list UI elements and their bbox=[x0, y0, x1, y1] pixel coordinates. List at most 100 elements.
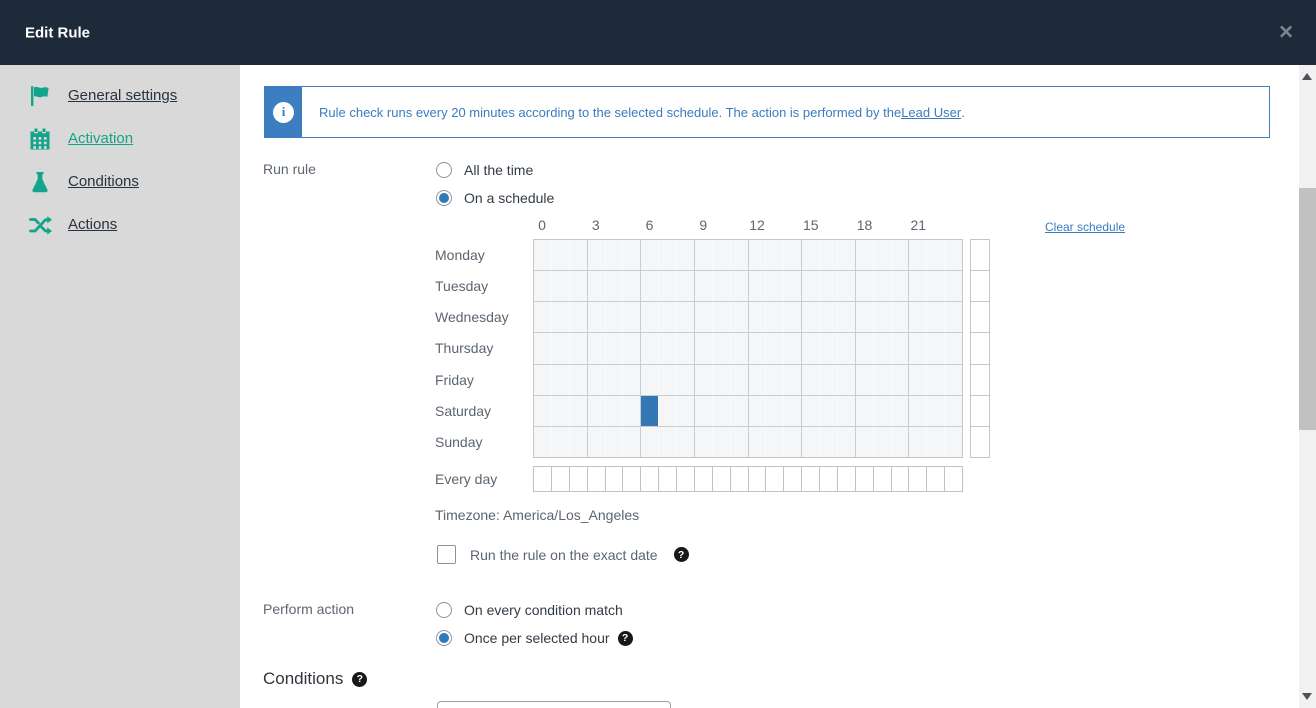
schedule-cell[interactable] bbox=[945, 396, 962, 426]
day-select-cell[interactable] bbox=[971, 271, 989, 303]
everyday-cell[interactable] bbox=[802, 467, 820, 491]
schedule-cell[interactable] bbox=[731, 333, 749, 364]
schedule-cell[interactable] bbox=[534, 271, 552, 302]
schedule-cell[interactable] bbox=[570, 364, 588, 395]
schedule-cell[interactable] bbox=[802, 395, 820, 426]
schedule-cell[interactable] bbox=[677, 364, 695, 395]
schedule-cell[interactable] bbox=[838, 240, 856, 271]
day-select-cell[interactable] bbox=[971, 240, 989, 272]
schedule-cell[interactable] bbox=[802, 271, 820, 302]
everyday-cell[interactable] bbox=[766, 467, 785, 491]
schedule-cell[interactable] bbox=[856, 271, 874, 302]
scrollbar-thumb[interactable] bbox=[1299, 188, 1316, 430]
schedule-cell[interactable] bbox=[766, 426, 785, 457]
scroll-down-icon[interactable] bbox=[1302, 693, 1312, 700]
everyday-cell[interactable] bbox=[713, 467, 731, 491]
lead-user-link[interactable]: Lead User bbox=[901, 104, 962, 120]
schedule-cell[interactable] bbox=[802, 426, 820, 457]
day-select-cell[interactable] bbox=[971, 365, 989, 396]
radio-once-per-selected-hour[interactable]: Once per selected hour ? bbox=[436, 628, 633, 648]
everyday-cell[interactable] bbox=[677, 467, 695, 491]
schedule-cell[interactable] bbox=[552, 395, 570, 426]
everyday-cell[interactable] bbox=[623, 467, 642, 491]
schedule-cell[interactable] bbox=[784, 302, 803, 333]
schedule-cell[interactable] bbox=[874, 302, 892, 333]
schedule-cell[interactable] bbox=[766, 333, 785, 364]
everyday-cell[interactable] bbox=[588, 467, 606, 491]
condition-select[interactable] bbox=[437, 701, 671, 708]
schedule-cell[interactable] bbox=[874, 333, 892, 364]
schedule-cell[interactable] bbox=[677, 240, 695, 271]
clear-schedule-link[interactable]: Clear schedule bbox=[1045, 220, 1126, 234]
everyday-cell[interactable] bbox=[695, 467, 713, 491]
schedule-cell[interactable] bbox=[552, 302, 570, 333]
schedule-cell[interactable] bbox=[677, 271, 695, 302]
schedule-cell[interactable] bbox=[659, 395, 677, 426]
schedule-cell[interactable] bbox=[606, 426, 624, 457]
schedule-cell[interactable] bbox=[766, 395, 785, 426]
schedule-cell[interactable] bbox=[784, 333, 803, 364]
schedule-cell[interactable] bbox=[570, 240, 588, 271]
schedule-cell[interactable] bbox=[892, 240, 910, 271]
schedule-cell[interactable] bbox=[570, 395, 588, 426]
schedule-cell[interactable] bbox=[659, 364, 677, 395]
schedule-cell[interactable] bbox=[945, 302, 962, 332]
schedule-cell[interactable] bbox=[695, 364, 713, 395]
schedule-cell[interactable] bbox=[713, 364, 731, 395]
schedule-cell[interactable] bbox=[838, 271, 856, 302]
schedule-cell[interactable] bbox=[749, 364, 767, 395]
schedule-cell[interactable] bbox=[641, 271, 660, 302]
schedule-cell[interactable] bbox=[927, 426, 946, 457]
schedule-cell[interactable] bbox=[874, 271, 892, 302]
radio-circle-selected[interactable] bbox=[436, 630, 452, 646]
schedule-cell[interactable] bbox=[766, 240, 785, 271]
schedule-cell[interactable] bbox=[909, 240, 928, 271]
radio-circle[interactable] bbox=[436, 602, 452, 618]
everyday-cell[interactable] bbox=[927, 467, 946, 491]
schedule-cell[interactable] bbox=[784, 426, 803, 457]
schedule-cell[interactable] bbox=[606, 240, 624, 271]
everyday-cell[interactable] bbox=[731, 467, 749, 491]
schedule-cell[interactable] bbox=[606, 395, 624, 426]
schedule-cell[interactable] bbox=[552, 240, 570, 271]
schedule-cell[interactable] bbox=[909, 364, 928, 395]
schedule-cell[interactable] bbox=[606, 333, 624, 364]
everyday-cell[interactable] bbox=[784, 467, 803, 491]
schedule-cell[interactable] bbox=[856, 302, 874, 333]
everyday-cell[interactable] bbox=[749, 467, 767, 491]
schedule-cell[interactable] bbox=[784, 271, 803, 302]
schedule-cell[interactable] bbox=[927, 364, 946, 395]
schedule-cell[interactable] bbox=[552, 271, 570, 302]
schedule-cell[interactable] bbox=[588, 302, 606, 333]
close-icon[interactable]: ✕ bbox=[1278, 22, 1294, 43]
schedule-cell[interactable] bbox=[731, 395, 749, 426]
schedule-cell[interactable] bbox=[802, 364, 820, 395]
schedule-cell[interactable] bbox=[927, 240, 946, 271]
schedule-cell[interactable] bbox=[659, 240, 677, 271]
sidebar-item-activation[interactable]: Activation bbox=[0, 117, 240, 160]
schedule-cell[interactable] bbox=[838, 395, 856, 426]
schedule-cell[interactable] bbox=[534, 240, 552, 271]
everyday-cell[interactable] bbox=[659, 467, 677, 491]
scrollbar[interactable] bbox=[1299, 65, 1316, 708]
schedule-cell[interactable] bbox=[677, 302, 695, 333]
schedule-cell[interactable] bbox=[766, 302, 785, 333]
schedule-cell[interactable] bbox=[731, 426, 749, 457]
schedule-cell[interactable] bbox=[606, 302, 624, 333]
schedule-cell[interactable] bbox=[909, 333, 928, 364]
schedule-cell[interactable] bbox=[802, 302, 820, 333]
schedule-cell[interactable] bbox=[570, 426, 588, 457]
schedule-cell[interactable] bbox=[820, 333, 838, 364]
exact-date-checkbox[interactable] bbox=[437, 545, 456, 564]
schedule-cell[interactable] bbox=[856, 240, 874, 271]
schedule-cell[interactable] bbox=[588, 395, 606, 426]
schedule-cell[interactable] bbox=[874, 426, 892, 457]
schedule-cell[interactable] bbox=[927, 302, 946, 333]
day-select-cell[interactable] bbox=[971, 302, 989, 334]
schedule-cell[interactable] bbox=[892, 395, 910, 426]
schedule-cell[interactable] bbox=[731, 364, 749, 395]
schedule-cell[interactable] bbox=[623, 302, 642, 333]
schedule-cell[interactable] bbox=[588, 426, 606, 457]
schedule-cell[interactable] bbox=[838, 364, 856, 395]
schedule-cell[interactable] bbox=[695, 333, 713, 364]
